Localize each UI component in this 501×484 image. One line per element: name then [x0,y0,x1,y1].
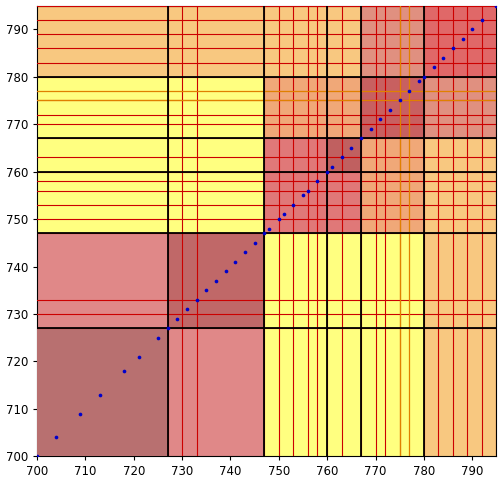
Point [52,434,60,441]
Point [173,315,181,323]
Point [231,258,239,266]
Point [337,153,345,161]
Point [405,87,413,95]
Bar [423,77,495,138]
Point [202,287,210,294]
Bar [37,233,264,456]
Bar [423,5,495,77]
Point [491,1,499,9]
Point [299,192,307,199]
Bar [37,77,264,233]
Point [120,367,128,375]
Point [356,135,364,142]
Bar [327,138,360,172]
Point [419,73,427,81]
Bar [360,5,495,138]
Point [221,268,229,275]
Bar [264,77,423,233]
Bar [264,172,327,233]
Point [76,410,84,418]
Bar [37,77,360,138]
Point [265,225,273,232]
Bar [264,138,360,233]
Point [376,116,384,123]
Point [414,77,422,85]
Point [33,453,41,460]
Point [96,391,104,399]
Point [260,229,268,237]
Point [467,26,475,33]
Point [429,63,437,71]
Point [274,215,282,223]
Point [279,211,287,218]
Bar [423,77,495,456]
Point [153,334,161,342]
Point [250,239,258,247]
Point [289,201,297,209]
Point [395,97,403,105]
Point [438,54,446,61]
Point [192,296,200,303]
Point [303,187,311,195]
Point [240,248,248,256]
Bar [264,233,423,456]
Bar [360,138,423,456]
Point [385,106,393,114]
Bar [360,77,423,138]
Bar [360,5,423,77]
Point [477,16,485,24]
Point [327,163,335,171]
Point [323,168,331,176]
Point [448,45,456,52]
Bar [37,328,167,456]
Bar [167,233,264,328]
Point [366,125,374,133]
Point [211,277,219,285]
Point [182,305,190,313]
Point [134,353,142,361]
Point [457,35,465,43]
Point [347,144,355,152]
Bar [37,5,423,77]
Point [313,177,321,185]
Point [163,324,171,332]
